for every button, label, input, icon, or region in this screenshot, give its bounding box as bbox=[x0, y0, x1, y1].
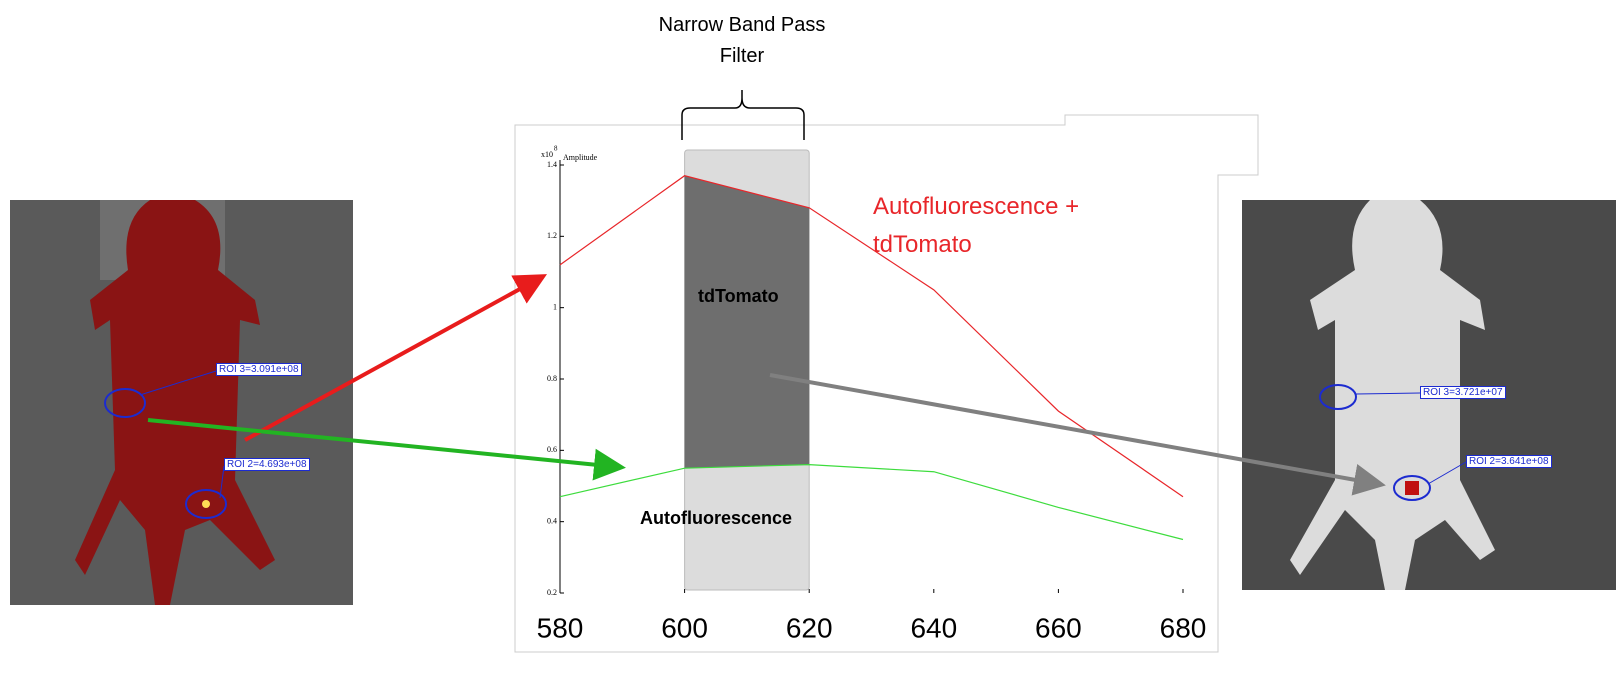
x-tick-label: 680 bbox=[1160, 612, 1207, 643]
y-tick-label: 0.2 bbox=[547, 588, 557, 597]
band-annotation: tdTomato bbox=[698, 286, 779, 307]
y-tick-label: 0.6 bbox=[547, 445, 557, 454]
y-tick-label: 0.4 bbox=[547, 516, 557, 525]
x-tick-label: 600 bbox=[661, 612, 708, 643]
x-tick-label: 580 bbox=[537, 612, 584, 643]
band-annotation: Autofluorescence bbox=[640, 508, 792, 529]
y-tick-label: 0.8 bbox=[547, 374, 557, 383]
roi-label: ROI 3=3.721e+07 bbox=[1420, 386, 1506, 399]
series-label: Autofluorescence + tdTomato bbox=[873, 188, 1143, 264]
band-label: Narrow Band Pass Filter bbox=[612, 10, 872, 72]
x-tick-label: 640 bbox=[910, 612, 957, 643]
y-tick-label: 1.4 bbox=[547, 160, 557, 169]
x-tick-label: 660 bbox=[1035, 612, 1082, 643]
x-tick-label: 620 bbox=[786, 612, 833, 643]
y-tick-label: 1 bbox=[553, 302, 557, 311]
roi-label: ROI 2=4.693e+08 bbox=[224, 458, 310, 471]
y-axis-label: Amplitude bbox=[563, 153, 598, 162]
signal-area bbox=[685, 176, 810, 468]
left-image bbox=[10, 200, 353, 605]
roi-label: ROI 3=3.091e+08 bbox=[216, 363, 302, 376]
chart: 0.2 0.4 0.6 0.8 1 1.2 1.4x108 Amplitude 580 600 62… bbox=[0, 0, 1616, 675]
y-unit-exponent: 8 bbox=[554, 145, 558, 153]
roi-label: ROI 2=3.641e+08 bbox=[1466, 455, 1552, 468]
y-tick-label: 1.2 bbox=[547, 231, 557, 240]
y-unit-base: x10 bbox=[541, 150, 553, 159]
slide: 0.2 0.4 0.6 0.8 1 1.2 1.4x108 Amplitude 580 600 62… bbox=[0, 0, 1616, 675]
